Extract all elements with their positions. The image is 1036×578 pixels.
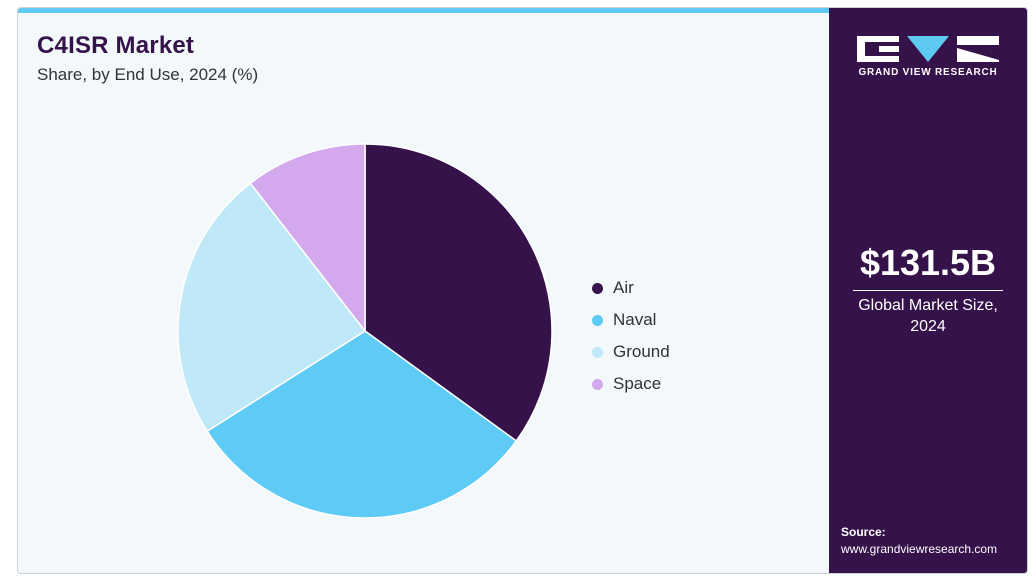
legend-item-naval: Naval [592,304,670,336]
legend-marker [592,378,603,390]
gvr-logo: GRAND VIEW RESEARCH [857,32,999,78]
source-url: www.grandviewresearch.com [841,542,998,556]
pie-slice-ground [177,182,367,433]
logo-text: GRAND VIEW RESEARCH [858,67,998,78]
pie-chart [177,143,553,519]
pie-slice-air [364,143,553,442]
legend-marker [592,314,603,326]
legend-label: Naval [613,310,657,329]
pie-slice-naval [206,330,518,519]
legend-item-air: Air [592,272,670,304]
market-size-value: $131.5B [859,242,997,283]
legend-label: Air [613,278,634,297]
legend-marker [592,282,603,294]
legend-label: Space [613,374,662,393]
chart-card: C4ISR Market Share, by End Use, 2024 (%)… [17,7,1028,574]
legend-label: Ground [613,342,670,361]
market-size-label: Global Market Size, 2024 [858,297,998,335]
legend-marker [592,346,603,358]
accent-bar [18,8,829,13]
gvr-logo-icon [857,36,999,62]
summary-panel: GRAND VIEW RESEARCH $131.5B Global Marke… [829,8,1027,573]
chart-title: C4ISR Market [37,32,195,59]
divider [853,290,1003,291]
legend-item-ground: Ground [592,336,670,368]
source-label: Source: [841,525,886,539]
chart-legend: Air Naval Ground Space [592,272,670,400]
chart-subtitle: Share, by End Use, 2024 (%) [37,65,259,84]
legend-item-space: Space [592,368,670,400]
pie-slice-space [249,143,366,334]
